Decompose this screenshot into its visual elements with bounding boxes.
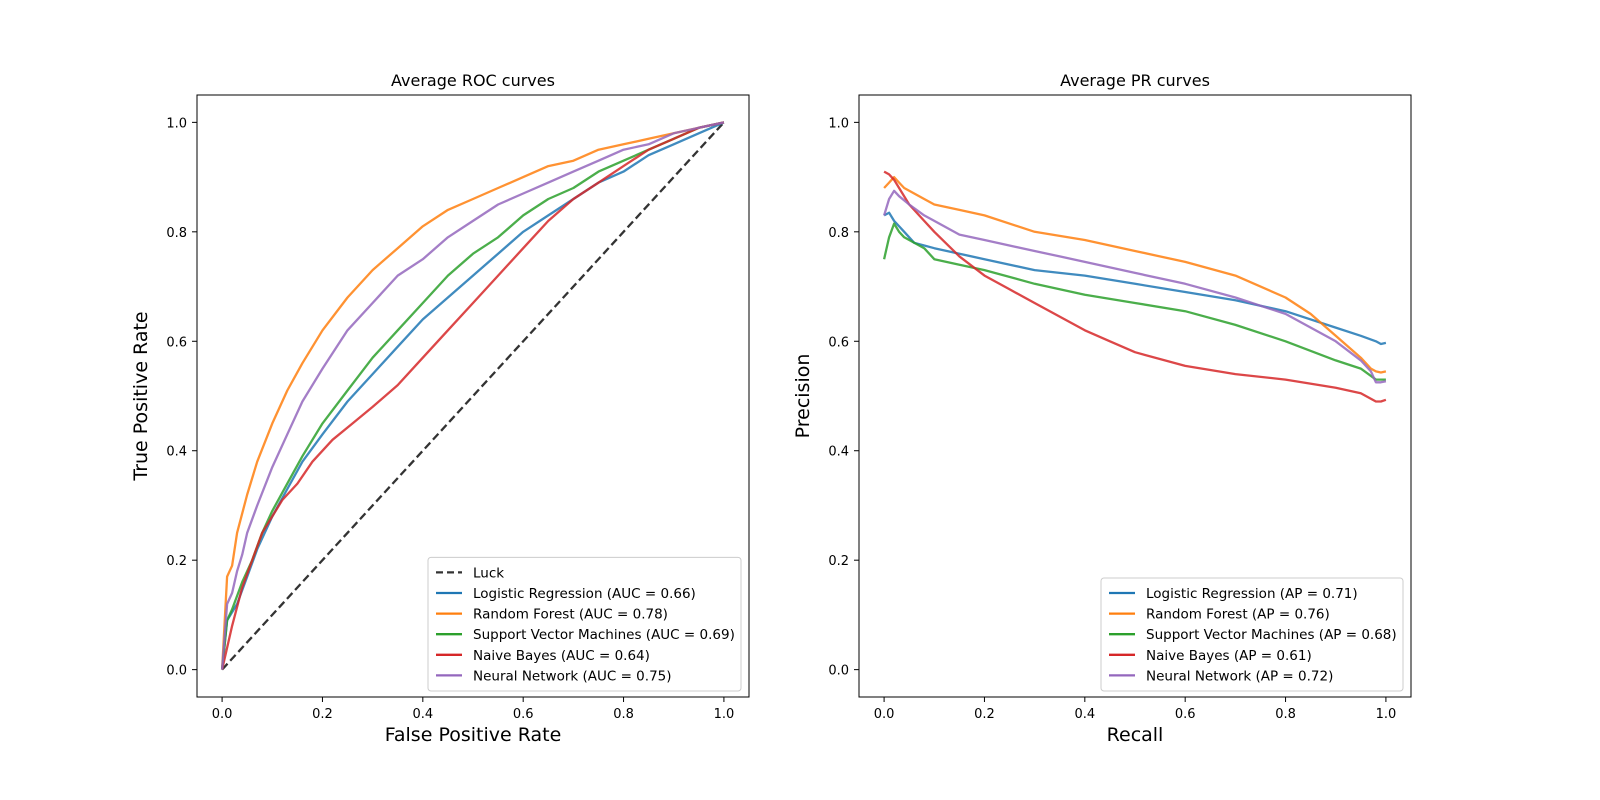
roc-series-line-2 xyxy=(220,121,725,670)
roc-xtick-label: 0.4 xyxy=(412,707,433,722)
pr-legend: Logistic Regression (AP = 0.71) Random Fo… xyxy=(1100,577,1404,692)
pr-ytick-label: 0.8 xyxy=(828,226,849,241)
pr-legend-label: Neural Network (AP = 0.72) xyxy=(1146,668,1333,684)
roc-xtick-label: 1.0 xyxy=(714,707,735,722)
pr-panel: Average PR curves Recall Precision 0.0 0.… xyxy=(792,71,1412,746)
pr-ytick-label: 0.4 xyxy=(828,445,849,460)
pr-plot-area xyxy=(882,170,1387,403)
roc-xtick-label: 0.0 xyxy=(212,707,233,722)
roc-legend-label: Logistic Regression (AUC = 0.66) xyxy=(473,586,696,602)
pr-xtick-label: 0.4 xyxy=(1074,707,1095,722)
roc-title: Average ROC curves xyxy=(391,71,555,90)
roc-legend: Luck Logistic Regression (AUC = 0.66) Rand… xyxy=(427,556,742,692)
pr-y-axis-label: Precision xyxy=(792,354,814,439)
pr-xtick-label: 0.6 xyxy=(1175,707,1196,722)
roc-xtick-label: 0.6 xyxy=(513,707,534,722)
roc-x-axis-label: False Positive Rate xyxy=(385,724,562,746)
pr-xtick-label: 0.8 xyxy=(1275,707,1296,722)
pr-xtick-label: 0.2 xyxy=(974,707,995,722)
pr-legend-label: Support Vector Machines (AP = 0.68) xyxy=(1146,627,1397,643)
pr-series-line-1 xyxy=(883,175,1387,374)
pr-ytick-label: 0.0 xyxy=(828,664,849,679)
pr-legend-label: Logistic Regression (AP = 0.71) xyxy=(1146,586,1358,602)
roc-ytick-label: 0.6 xyxy=(166,335,187,350)
roc-xtick-label: 0.2 xyxy=(312,707,333,722)
pr-series-line-3 xyxy=(883,170,1387,403)
pr-ticks: 0.0 0.2 0.4 0.6 0.8 1.0 0.0 0.2 0.4 0.6 0.8 1.0 xyxy=(828,116,1396,722)
roc-series-line-0 xyxy=(221,121,725,671)
roc-legend-label: Random Forest (AUC = 0.78) xyxy=(473,607,668,623)
pr-legend-box xyxy=(1100,577,1404,692)
pr-axes-frame xyxy=(858,94,1412,698)
roc-xtick-label: 0.8 xyxy=(613,707,634,722)
roc-legend-label: Neural Network (AUC = 0.75) xyxy=(473,668,672,684)
roc-axes-frame xyxy=(196,94,750,698)
pr-legend-label: Naive Bayes (AP = 0.61) xyxy=(1146,648,1312,664)
roc-legend-label: Naive Bayes (AUC = 0.64) xyxy=(473,648,650,664)
pr-title: Average PR curves xyxy=(1060,71,1210,90)
pr-series-line-0 xyxy=(883,211,1387,346)
pr-xtick-label: 0.0 xyxy=(874,707,895,722)
pr-ytick-label: 0.2 xyxy=(828,554,849,569)
pr-legend-label: Random Forest (AP = 0.76) xyxy=(1146,607,1330,623)
roc-plot-area xyxy=(220,121,725,671)
pr-ytick-label: 1.0 xyxy=(828,116,849,131)
roc-legend-box xyxy=(427,556,742,692)
roc-ticks: 0.0 0.2 0.4 0.6 0.8 1.0 0.0 0.2 0.4 0.6 0.8 1.0 xyxy=(166,116,734,722)
roc-legend-label: Luck xyxy=(473,565,504,581)
roc-ytick-label: 0.0 xyxy=(166,664,187,679)
pr-xtick-label: 1.0 xyxy=(1376,707,1397,722)
pr-series-line-4 xyxy=(882,189,1387,384)
pr-series-line-2 xyxy=(882,222,1386,381)
roc-ytick-label: 0.4 xyxy=(166,445,187,460)
roc-series-line-4 xyxy=(220,121,725,670)
roc-ytick-label: 0.2 xyxy=(166,554,187,569)
roc-panel: Average ROC curves False Positive Rate T… xyxy=(130,71,750,746)
pr-ytick-label: 0.6 xyxy=(828,335,849,350)
roc-ytick-label: 1.0 xyxy=(166,116,187,131)
roc-ytick-label: 0.8 xyxy=(166,226,187,241)
pr-x-axis-label: Recall xyxy=(1107,724,1164,746)
roc-y-axis-label: True Positive Rate xyxy=(130,311,152,481)
roc-series-line-5 xyxy=(220,121,725,670)
roc-legend-label: Support Vector Machines (AUC = 0.69) xyxy=(473,627,735,643)
